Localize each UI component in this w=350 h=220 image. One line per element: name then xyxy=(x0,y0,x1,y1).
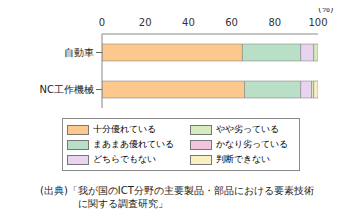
html-text:判断できない: 判断できない xyxy=(215,154,270,164)
svg-text:100: 100 xyxy=(308,17,327,28)
svg-text:0: 0 xyxy=(99,17,105,28)
html-text:十分優れている: 十分優れている xyxy=(93,124,156,134)
svg-text:40: 40 xyxy=(182,17,195,28)
svg-text:80: 80 xyxy=(268,17,281,28)
html-text:に関する調査研究」: に関する調査研究」 xyxy=(78,198,168,209)
html-text:やや劣っている: やや劣っている xyxy=(215,124,279,134)
svg-text:自動車: 自動車 xyxy=(64,47,94,58)
html-text:(出典)「我が国のICT分野の主要製品・部品における要素技術: (出典)「我が国のICT分野の主要製品・部品における要素技術 xyxy=(40,185,314,196)
svg-text:60: 60 xyxy=(225,17,238,28)
html-text:どちらでもない: どちらでもない xyxy=(93,154,156,164)
svg-text:NC工作機械: NC工作機械 xyxy=(40,84,94,95)
html-text:かなり劣っている: かなり劣っている xyxy=(215,139,288,149)
svg-text:20: 20 xyxy=(139,17,152,28)
html-text:まあまあ優れている: まあまあ優れている xyxy=(93,139,174,149)
